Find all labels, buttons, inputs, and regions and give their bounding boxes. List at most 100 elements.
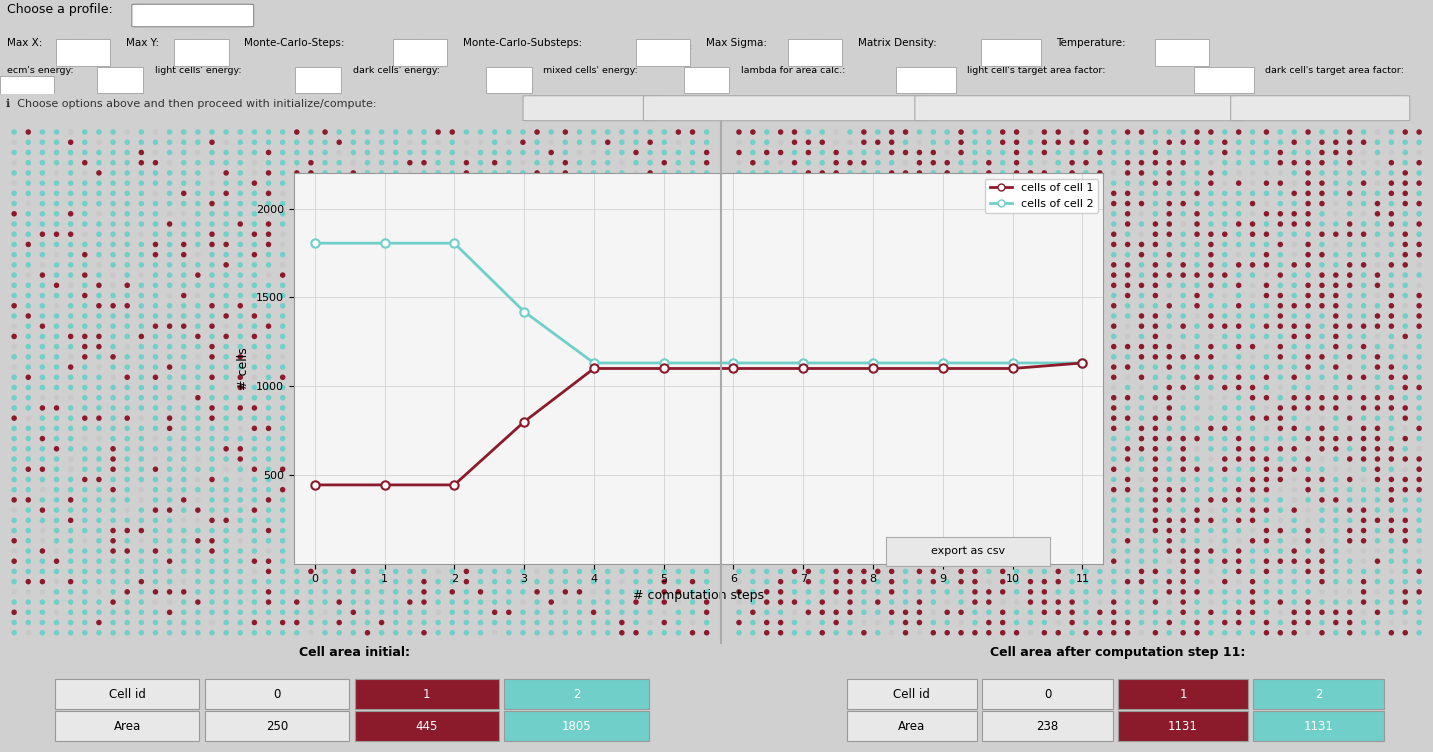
Point xyxy=(728,218,751,230)
Point xyxy=(497,198,520,210)
Point xyxy=(681,443,704,455)
Point xyxy=(838,617,861,629)
Point xyxy=(1144,238,1166,250)
Point xyxy=(695,156,718,168)
Point xyxy=(1005,484,1027,496)
Point xyxy=(1060,443,1083,455)
Point xyxy=(244,300,267,312)
Point xyxy=(540,555,563,567)
Point xyxy=(299,279,322,291)
Point xyxy=(1214,310,1237,322)
Point xyxy=(666,423,689,435)
Point xyxy=(1297,555,1320,567)
Point xyxy=(681,381,704,393)
Point xyxy=(102,453,125,465)
Point xyxy=(853,494,876,506)
Point xyxy=(370,187,393,199)
Point xyxy=(797,198,820,210)
Point xyxy=(3,300,26,312)
Point xyxy=(695,290,718,302)
Point xyxy=(512,484,535,496)
Point xyxy=(1185,504,1208,516)
Point xyxy=(469,371,492,384)
Point xyxy=(1214,187,1237,199)
Point xyxy=(158,310,181,322)
Point xyxy=(201,463,224,475)
Point xyxy=(1338,341,1361,353)
Point xyxy=(1214,126,1237,138)
FancyBboxPatch shape xyxy=(847,679,977,709)
Point xyxy=(936,341,959,353)
Point xyxy=(867,238,890,250)
Point xyxy=(342,381,365,393)
Point xyxy=(1033,423,1056,435)
Point xyxy=(838,474,861,486)
Point xyxy=(782,443,805,455)
Point xyxy=(625,228,648,240)
Point xyxy=(229,596,252,608)
Point xyxy=(143,290,166,302)
Point xyxy=(1241,330,1264,342)
Point xyxy=(59,126,82,138)
Point xyxy=(271,474,294,486)
Point xyxy=(102,381,125,393)
Point xyxy=(1019,187,1042,199)
Point xyxy=(271,617,294,629)
Point xyxy=(130,575,153,587)
Point xyxy=(950,156,973,168)
Point xyxy=(130,371,153,384)
Point xyxy=(695,381,718,393)
Point xyxy=(1283,432,1305,444)
Point xyxy=(158,361,181,373)
Point xyxy=(1185,555,1208,567)
Point xyxy=(1268,310,1291,322)
Point xyxy=(567,198,590,210)
Point xyxy=(299,198,322,210)
Point xyxy=(741,555,764,567)
Point xyxy=(116,330,139,342)
Point xyxy=(992,208,1015,220)
Point xyxy=(921,402,944,414)
Point xyxy=(1144,453,1166,465)
Point xyxy=(413,126,436,138)
Point xyxy=(666,392,689,404)
Point xyxy=(1158,514,1181,526)
Point xyxy=(398,535,421,547)
Point xyxy=(1338,177,1361,190)
Point xyxy=(215,320,238,332)
Point xyxy=(909,238,931,250)
Text: light cell's target area factor:: light cell's target area factor: xyxy=(967,65,1106,74)
Point xyxy=(639,586,662,598)
Point xyxy=(639,290,662,302)
Point xyxy=(1338,126,1361,138)
Point xyxy=(1019,453,1042,465)
Point xyxy=(526,310,549,322)
Point xyxy=(540,392,563,404)
Point xyxy=(741,136,764,148)
Point xyxy=(497,249,520,261)
Point xyxy=(880,249,903,261)
Point xyxy=(413,290,436,302)
Point xyxy=(653,198,676,210)
Point xyxy=(158,320,181,332)
Point xyxy=(44,310,67,322)
Point xyxy=(770,381,792,393)
Point xyxy=(540,249,563,261)
Point xyxy=(1019,402,1042,414)
Point xyxy=(695,484,718,496)
Point xyxy=(838,259,861,271)
Point xyxy=(977,249,1000,261)
Point xyxy=(728,545,751,557)
Point xyxy=(1241,596,1264,608)
Point xyxy=(87,504,110,516)
Point xyxy=(3,443,26,455)
Point xyxy=(512,586,535,598)
Point xyxy=(17,187,40,199)
Point xyxy=(1268,198,1291,210)
Point xyxy=(3,249,26,261)
Point xyxy=(909,555,931,567)
Point xyxy=(526,596,549,608)
Point xyxy=(1005,228,1027,240)
Point xyxy=(1324,279,1347,291)
Point xyxy=(1255,126,1278,138)
